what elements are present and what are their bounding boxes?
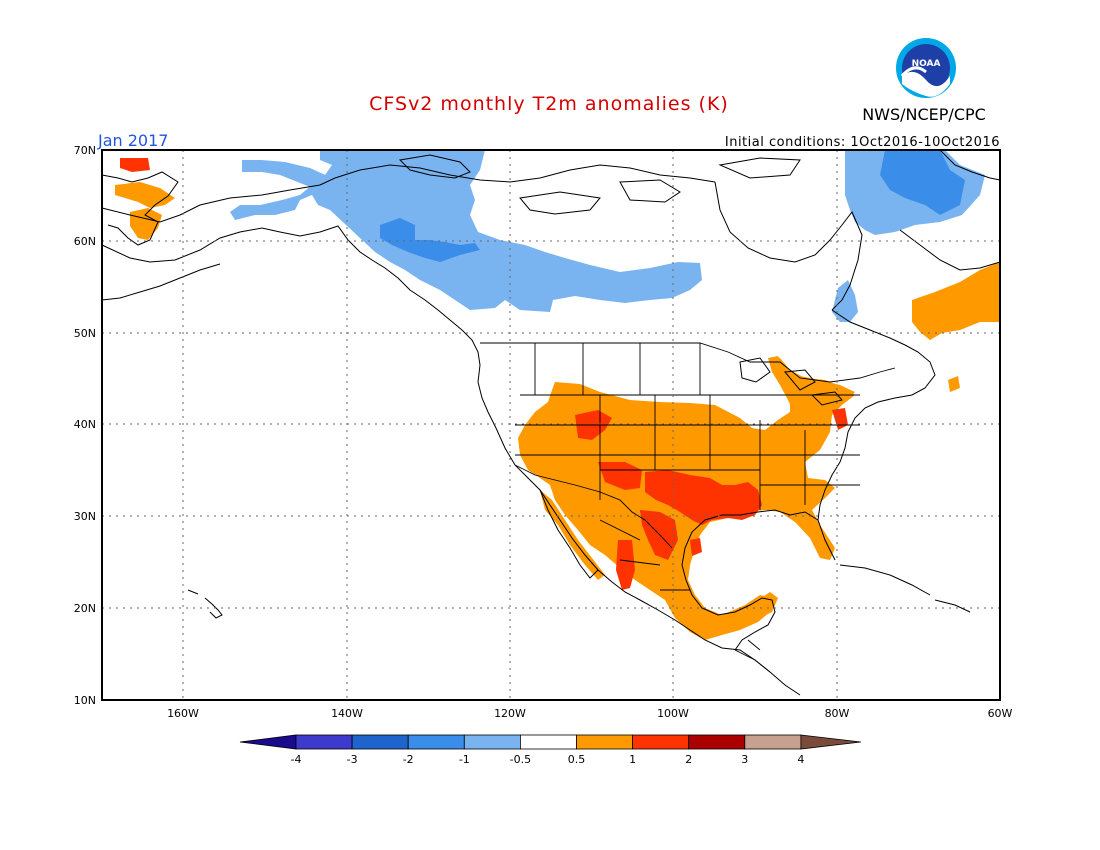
colorbar-segment	[632, 734, 690, 750]
baffin-stronger-cold	[880, 150, 965, 215]
hudson-east-cold-strip	[832, 280, 858, 322]
colorbar-label: 1	[629, 753, 636, 766]
lat-label: 50N	[74, 327, 96, 340]
noaa-logo-text: NOAA	[912, 59, 941, 69]
map-frame	[101, 149, 1001, 701]
colorbar-segment	[295, 734, 353, 750]
lat-label: 40N	[74, 418, 96, 431]
forecast-month: Jan 2017	[97, 131, 168, 150]
noaa-logo-icon: NOAA	[896, 38, 956, 98]
colorbar-label: 2	[685, 753, 692, 766]
colorbar-segment	[351, 734, 409, 750]
colorbar-label: 3	[741, 753, 748, 766]
baja-warm-anomaly	[540, 490, 605, 580]
texas-south-strong-warm	[640, 510, 678, 560]
lon-label: 120W	[494, 707, 526, 720]
alabama-strong-warm	[690, 538, 702, 556]
colorbar-segment	[520, 734, 577, 750]
cold-anomaly-regions	[230, 150, 985, 322]
map-panel	[101, 149, 1001, 701]
coastlines	[101, 149, 1001, 696]
southern-plains-strong-warm	[645, 470, 762, 525]
new-mexico-strong-warm	[598, 462, 642, 490]
colorbar-label: -3	[347, 753, 358, 766]
lat-label: 20N	[74, 602, 96, 615]
colorbar-label: -0.5	[510, 753, 531, 766]
colorbar-label: -4	[291, 753, 302, 766]
alaska-north-cold-strip	[242, 160, 332, 190]
colorbar-segment	[744, 734, 802, 750]
lon-label: 100W	[657, 707, 689, 720]
bc-yukon-stronger-cold	[380, 218, 480, 262]
lat-label: 30N	[74, 510, 96, 523]
canada-cold-anomaly	[230, 150, 702, 312]
colorbar-low-arrow	[239, 734, 297, 750]
colorbar-high-arrow	[800, 734, 861, 750]
lon-label: 60W	[988, 707, 1013, 720]
chart-title: CFSv2 monthly T2m anomalies (K)	[369, 93, 729, 115]
colorbar-label: 0.5	[568, 753, 586, 766]
colorbar-label: -1	[459, 753, 470, 766]
lon-label: 140W	[331, 707, 363, 720]
latitude-labels: 70N 60N 50N 40N 30N 20N 10N	[74, 144, 96, 707]
lat-label: 60N	[74, 235, 96, 248]
colorbar-legend: -4 -3 -2 -1 -0.5 0.5 1 2 3 4	[239, 734, 861, 766]
mexico-west-strong-warm	[616, 540, 635, 590]
political-borders	[480, 342, 896, 673]
nova-scotia-warm	[948, 376, 960, 392]
colorbar-segment	[688, 734, 746, 750]
colorbar-segment	[407, 734, 465, 750]
colorbar-label: 4	[797, 753, 804, 766]
lat-lon-gridlines	[102, 150, 1000, 700]
longitude-labels: 160W 140W 120W 100W 80W 60W	[167, 707, 1012, 720]
colorbar-label: -2	[403, 753, 414, 766]
organization-label: NWS/NCEP/CPC	[862, 105, 986, 124]
initial-conditions: Initial conditions: 1Oct2016-10Oct2016	[725, 135, 1000, 150]
siberia-strong-warm	[120, 158, 150, 172]
lat-label: 10N	[74, 694, 96, 707]
great-lakes-warm-anomaly	[768, 356, 855, 422]
quebec-labrador-warm	[912, 262, 1000, 340]
colorbar-segment	[576, 734, 633, 750]
colorbar-segment	[463, 734, 521, 750]
lon-label: 80W	[825, 707, 850, 720]
lon-label: 160W	[167, 707, 199, 720]
lat-label: 70N	[74, 144, 96, 157]
